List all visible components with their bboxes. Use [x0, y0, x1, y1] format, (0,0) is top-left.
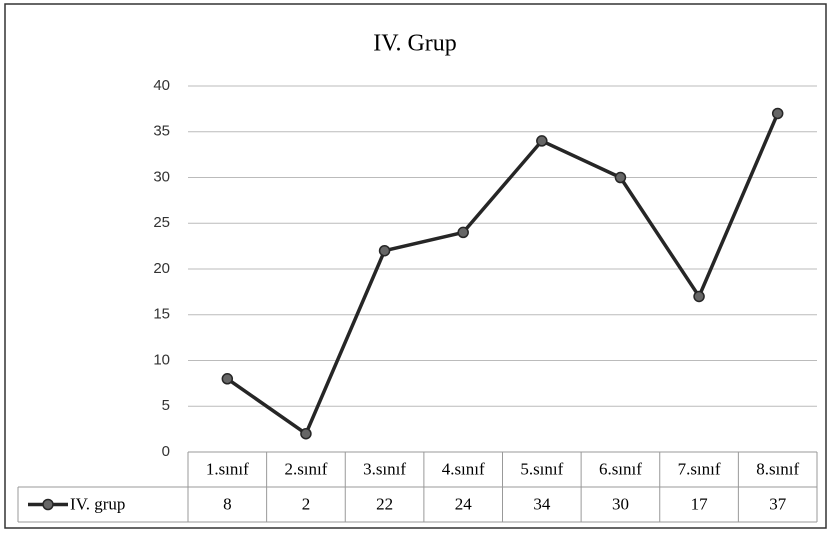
data-point — [221, 373, 234, 385]
x-tick-label: 6.sınıf — [599, 459, 642, 478]
x-tick-label: 7.sınıf — [678, 459, 721, 478]
table-value: 37 — [769, 494, 787, 513]
x-tick-label: 8.sınıf — [756, 459, 799, 478]
y-tick-label: 10 — [153, 351, 170, 368]
y-tick-label: 30 — [153, 168, 170, 185]
y-tick-label: 0 — [162, 443, 170, 460]
legend-marker — [42, 498, 54, 511]
series-line — [226, 112, 780, 436]
table-value: 34 — [533, 494, 551, 513]
data-point — [536, 135, 548, 147]
table-value: 8 — [223, 494, 232, 513]
x-tick-label: 4.sınıf — [442, 459, 485, 478]
y-tick-label: 35 — [153, 123, 170, 140]
data-point — [457, 226, 469, 239]
table-value: 2 — [302, 494, 311, 513]
legend-label: IV. grup — [70, 494, 125, 513]
table-value: 30 — [612, 494, 629, 513]
data-point — [378, 244, 391, 257]
data-point — [693, 290, 705, 303]
data-point — [300, 427, 312, 440]
x-tick-label: 5.sınıf — [520, 459, 563, 478]
y-tick-label: 20 — [153, 260, 170, 277]
y-tick-label: 15 — [153, 306, 170, 323]
data-point — [614, 171, 627, 184]
data-point — [771, 107, 784, 120]
chart-title: IV. Grup — [373, 31, 457, 57]
x-tick-label: 1.sınıf — [206, 459, 249, 478]
y-tick-label: 25 — [153, 214, 170, 231]
y-tick-label: 40 — [153, 77, 170, 94]
table-value: 17 — [691, 494, 709, 513]
table-value: 24 — [455, 494, 473, 513]
y-tick-label: 5 — [162, 397, 170, 414]
x-tick-label: 2.sınıf — [284, 459, 327, 478]
chart-border — [4, 3, 827, 529]
table-value: 22 — [376, 494, 393, 513]
x-tick-label: 3.sınıf — [363, 459, 406, 478]
